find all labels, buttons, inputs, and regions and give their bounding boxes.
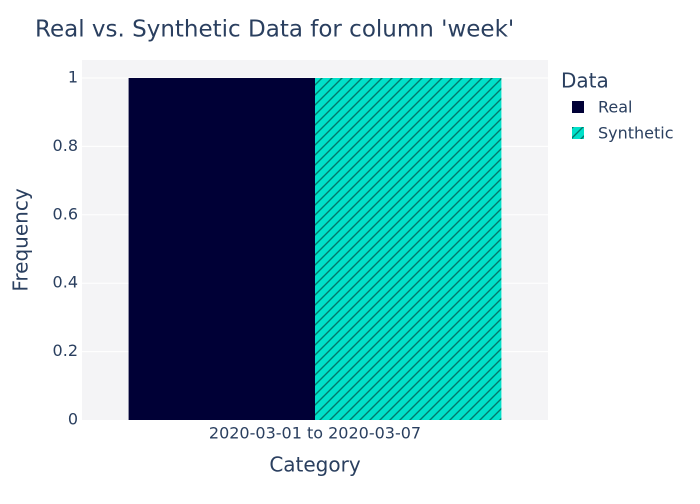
legend-label-real: Real (598, 98, 633, 117)
legend-item-real[interactable]: Real (572, 98, 633, 117)
x-axis-label: Category (269, 453, 361, 477)
bars (128, 78, 502, 420)
y-axis-label: Frequency (9, 188, 33, 291)
chart-title: Real vs. Synthetic Data for column 'week… (35, 17, 514, 43)
legend-swatch-synthetic (572, 127, 584, 139)
legend-label-synthetic: Synthetic (598, 124, 674, 143)
y-tick-label: 0.2 (53, 341, 78, 360)
y-tick-label: 0.4 (53, 273, 78, 292)
y-tick-label: 0.6 (53, 204, 78, 223)
legend-swatch-real (572, 101, 584, 113)
y-tick-label: 0.8 (53, 136, 78, 155)
legend-title: Data (561, 69, 609, 93)
bar-real[interactable] (128, 78, 315, 420)
legend: Data Real Synthetic (561, 69, 674, 143)
y-tick-label: 1 (68, 68, 78, 87)
bar-synthetic[interactable] (315, 78, 502, 420)
x-tick-label: 2020-03-01 to 2020-03-07 (209, 424, 421, 443)
y-tick-label: 0 (68, 410, 78, 429)
legend-item-synthetic[interactable]: Synthetic (572, 124, 674, 143)
y-tick-labels: 0 0.2 0.4 0.6 0.8 1 (53, 68, 78, 429)
x-tick-labels: 2020-03-01 to 2020-03-07 (209, 424, 421, 443)
